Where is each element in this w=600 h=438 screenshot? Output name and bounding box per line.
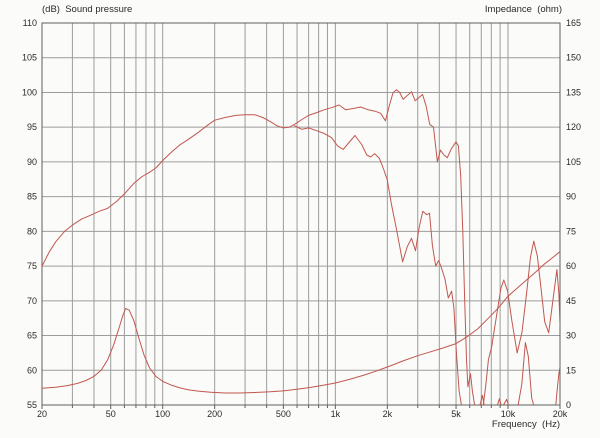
y-right-tick-label: 150: [566, 53, 581, 63]
y-left-tick-label: 70: [27, 296, 37, 306]
x-tick-label: 200: [207, 409, 222, 419]
y-right-tick-label: 90: [566, 192, 576, 202]
spl-on-axis-curve: [42, 89, 560, 405]
y-right-tick-label: 135: [566, 87, 581, 97]
x-tick-label: 5k: [451, 409, 461, 419]
x-tick-label: 100: [155, 409, 170, 419]
y-left-tick-label: 75: [27, 261, 37, 271]
y-left-axis-title: (dB) Sound pressure: [42, 4, 133, 15]
y-right-tick-label: 120: [566, 122, 581, 132]
y-left-tick-label: 55: [27, 400, 37, 410]
y-right-tick-label: 0: [566, 400, 571, 410]
y-left-tick-label: 100: [22, 87, 37, 97]
y-right-tick-label: 45: [566, 296, 576, 306]
x-axis-title: Frequency (Hz): [491, 419, 560, 430]
y-right-tick-label: 30: [566, 331, 576, 341]
y-left-tick-label: 80: [27, 226, 37, 236]
y-left-tick-label: 90: [27, 157, 37, 167]
x-tick-label: 20: [37, 409, 47, 419]
x-tick-label: 10k: [501, 409, 516, 419]
x-tick-label: 50: [106, 409, 116, 419]
y-right-tick-label: 165: [566, 18, 581, 28]
plot-border: [41, 22, 561, 406]
x-tick-label: 1k: [331, 409, 341, 419]
y-right-tick-label: 75: [566, 226, 576, 236]
impedance-curve: [42, 251, 560, 394]
y-left-tick-label: 110: [23, 18, 37, 28]
spl-off-axis-curve: [294, 125, 560, 405]
y-right-tick-label: 60: [566, 261, 576, 271]
y-left-tick-label: 95: [27, 122, 37, 132]
y-right-axis-title: Impedance (ohm): [484, 4, 562, 15]
y-left-tick-label: 105: [22, 53, 37, 63]
x-tick-label: 500: [276, 409, 291, 419]
x-tick-label: 20k: [553, 409, 568, 419]
x-tick-label: 2k: [383, 409, 393, 419]
y-left-tick-label: 65: [27, 331, 37, 341]
y-right-tick-label: 15: [566, 365, 576, 375]
y-left-tick-label: 60: [27, 365, 37, 375]
y-right-tick-label: 105: [566, 157, 581, 167]
y-left-tick-label: 85: [27, 192, 37, 202]
